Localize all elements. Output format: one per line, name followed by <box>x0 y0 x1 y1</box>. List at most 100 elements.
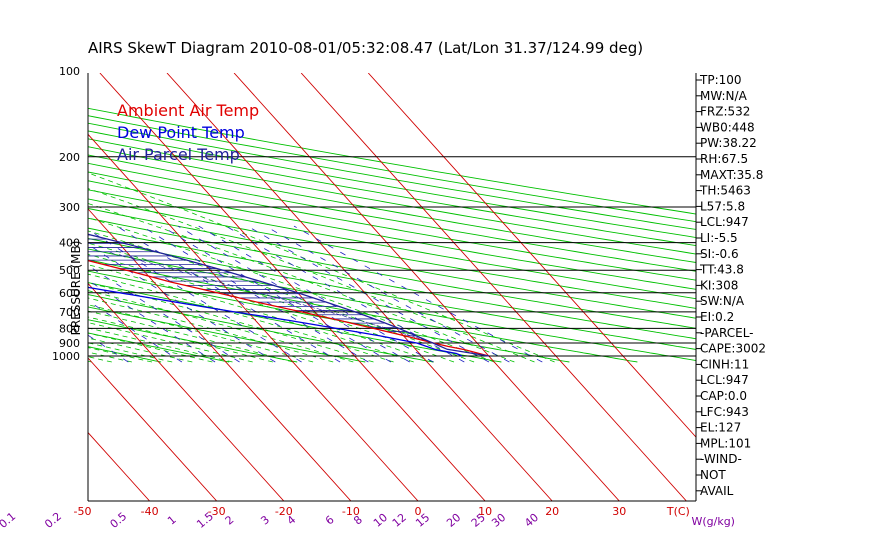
mixing-ratio-tick-label: 0.2 <box>42 510 64 531</box>
cape-hatch-vertical <box>227 283 234 287</box>
moist-adiabat-line <box>88 230 475 363</box>
isotherm-line <box>233 73 620 501</box>
mixing-ratio-line <box>293 225 543 363</box>
moist-adiabat-line <box>88 327 233 363</box>
ambient-temp-line <box>88 259 489 357</box>
cape-hatch-vertical <box>360 320 365 323</box>
index-entry: MW:N/A <box>700 89 748 103</box>
cape-hatch-vertical <box>387 328 392 331</box>
mixing-ratio-tick-label: 1 <box>165 513 179 527</box>
index-entry: AVAIL <box>700 484 734 498</box>
moist-adiabat-line <box>88 242 455 363</box>
index-entry: MAXT:35.8 <box>700 168 763 182</box>
mixing-ratio-line <box>0 226 63 362</box>
isotherm-line <box>88 133 419 501</box>
index-entry: TT:43.8 <box>699 263 744 277</box>
bottom-temp-tick-label: 0 <box>415 505 422 518</box>
bottom-temp-tick-label: -40 <box>141 505 159 518</box>
cape-hatch-vertical <box>267 294 273 298</box>
moist-adiabat-line <box>88 304 314 363</box>
dry-adiabat-line <box>88 319 298 363</box>
cape-hatch-vertical <box>108 251 116 255</box>
cape-hatch-vertical <box>376 324 381 328</box>
dry-adiabat-line <box>88 217 696 329</box>
mixing-ratio-tick-label: 12 <box>390 511 409 530</box>
y-axis-label: PRESSURE (MB) <box>69 241 83 336</box>
index-entry: SI:-0.6 <box>700 247 739 261</box>
dry-adiabat-line <box>88 146 696 255</box>
bottom-temp-tick-label: -20 <box>275 505 293 518</box>
mixing-ratio-line <box>116 225 341 363</box>
index-entry: -PARCEL- <box>700 326 754 340</box>
dry-adiabat-line <box>88 259 638 363</box>
index-entry: TH:5463 <box>699 184 751 198</box>
isotherm-line <box>166 73 553 501</box>
pressure-tick-label: 200 <box>59 151 80 164</box>
pressure-tick-label: 900 <box>59 337 80 350</box>
cape-hatch-vertical <box>186 272 193 276</box>
dry-adiabat-line <box>88 107 696 215</box>
isotherm-line <box>88 282 285 501</box>
cape-hatch-vertical <box>259 292 266 296</box>
pressure-tick-label: 800 <box>59 322 80 335</box>
mixing-ratio-tick-label: 8 <box>351 513 365 527</box>
cape-hatch-vertical <box>354 318 359 321</box>
cape-hatch-vertical <box>406 334 411 337</box>
cape-hatch-vertical <box>274 296 280 300</box>
index-entry: CAP:0.0 <box>700 389 747 403</box>
chart-title: AIRS SkewT Diagram 2010-08-01/05:32:08.4… <box>88 39 643 57</box>
mixing-ratio-line <box>88 228 302 363</box>
mixing-ratio-tick-label: 4 <box>285 513 299 527</box>
cape-hatch-vertical <box>288 300 294 303</box>
index-entry: SW:N/A <box>700 294 745 308</box>
index-entry: FRZ:532 <box>700 105 750 119</box>
moist-adiabat-line <box>88 297 334 363</box>
mixing-ratio-tick-label: 6 <box>323 513 337 527</box>
moist-adiabat-line <box>88 203 515 363</box>
mixing-ratio-line <box>0 226 17 362</box>
cape-hatch-vertical <box>243 288 250 291</box>
dry-adiabat-line <box>88 227 696 340</box>
dry-adiabat-line <box>88 282 502 363</box>
legend-dew-point-temp: Dew Point Temp <box>117 123 245 142</box>
cape-hatch-vertical <box>168 267 175 271</box>
dry-adiabat-line <box>88 138 696 247</box>
mixing-ratio-tick-label: 40 <box>522 511 541 530</box>
dry-adiabat-line <box>88 294 434 363</box>
pressure-tick-label: 400 <box>59 237 80 250</box>
bottom-temp-tick-label: 30 <box>612 505 626 518</box>
index-entry: EL:127 <box>700 421 741 435</box>
mixing-ratio-line <box>88 279 216 363</box>
bottom-temp-tick-label: 20 <box>545 505 559 518</box>
cape-hatch-vertical <box>194 274 201 278</box>
isotherm-line <box>99 73 486 501</box>
cape-hatch-vertical <box>316 307 322 311</box>
legend: Ambient Air Temp Dew Point Temp Air Parc… <box>117 101 259 164</box>
cape-hatch-vertical <box>202 277 209 281</box>
moist-adiabat-line <box>88 264 414 363</box>
legend-air-parcel-temp: Air Parcel Temp <box>117 145 240 164</box>
dry-adiabat-line <box>88 189 696 300</box>
mixing-ratio-unit-label: W(g/kg) <box>691 515 735 528</box>
dry-adiabat-line <box>88 130 696 238</box>
dry-adiabat-line <box>88 180 696 290</box>
cape-hatch-vertical <box>139 259 146 263</box>
index-entry: LCL:947 <box>700 215 749 229</box>
cape-hatch-vertical <box>342 315 347 318</box>
cape-hatch-vertical <box>149 262 156 266</box>
cape-hatch-vertical <box>118 254 126 258</box>
moist-adiabat-line <box>88 310 294 363</box>
index-entry: CINH:11 <box>700 357 749 371</box>
index-entry: L57:5.8 <box>700 199 745 213</box>
dry-adiabat-line <box>88 198 696 309</box>
dry-adiabat-line <box>88 154 696 263</box>
index-entry: TP:100 <box>699 73 742 87</box>
grid-layer <box>0 73 696 501</box>
bottom-temp-tick-label: -10 <box>342 505 360 518</box>
moist-adiabat-line <box>88 217 495 363</box>
cape-hatch-vertical <box>309 306 315 309</box>
cape-hatch-vertical <box>392 329 397 332</box>
isotherm-line <box>300 73 687 501</box>
